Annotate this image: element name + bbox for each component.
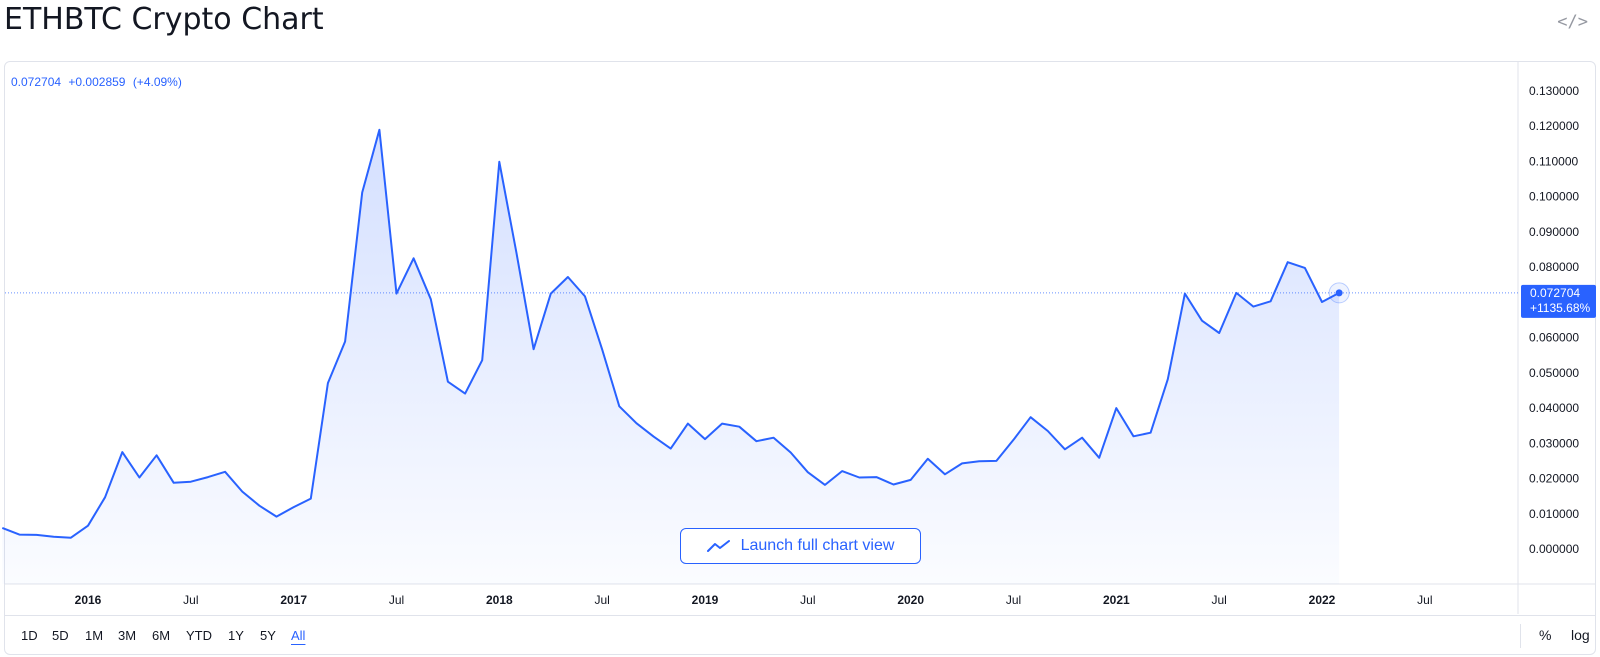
- y-axis: 0.000000 0.010000 0.020000 0.030000 0.040000…: [1529, 84, 1579, 556]
- y-tick-label: 0.000000: [1529, 542, 1579, 556]
- launch-full-chart-label: Launch full chart view: [740, 537, 895, 554]
- y-tick-label: 0.100000: [1529, 190, 1579, 204]
- range-1m[interactable]: 1M: [85, 628, 104, 643]
- x-tick-label: Jul: [183, 593, 198, 607]
- range-5d[interactable]: 5D: [52, 628, 69, 643]
- legend-value: 0.072704: [11, 75, 62, 89]
- x-tick-label: Jul: [800, 593, 815, 607]
- range-5y[interactable]: 5Y: [260, 628, 276, 643]
- legend-change: +0.002859: [68, 75, 126, 89]
- code-embed-icon[interactable]: </>: [1557, 12, 1588, 32]
- legend-change-pct: (+4.09%): [132, 75, 182, 89]
- range-1y[interactable]: 1Y: [228, 628, 244, 643]
- launch-full-chart-button[interactable]: Launch full chart view: [680, 528, 921, 564]
- last-point-marker[interactable]: [1335, 289, 1343, 297]
- page-title: ETHBTC Crypto Chart: [4, 2, 324, 37]
- percent-toggle[interactable]: %: [1539, 627, 1552, 643]
- x-tick-label: Jul: [1417, 593, 1432, 607]
- last-price-change: +1135.68%: [1530, 301, 1590, 315]
- y-tick-label: 0.060000: [1529, 331, 1579, 345]
- y-tick-label: 0.110000: [1529, 154, 1578, 168]
- y-tick-label: 0.130000: [1529, 84, 1579, 98]
- x-axis: 2016 Jul 2017 Jul 2018 Jul 2019 Jul 2020 Jul 2021 J…: [75, 593, 1433, 607]
- x-tick-label: Jul: [1006, 593, 1021, 607]
- series-area: [2, 129, 1340, 585]
- range-1d[interactable]: 1D: [21, 628, 38, 643]
- y-tick-label: 0.040000: [1529, 401, 1579, 415]
- x-tick-label: Jul: [594, 593, 609, 607]
- y-tick-label: 0.090000: [1529, 225, 1579, 239]
- toolbar-divider: [1520, 624, 1521, 648]
- last-price-value: 0.072704: [1530, 286, 1580, 300]
- y-tick-label: 0.030000: [1529, 436, 1579, 450]
- last-price-label-bg: [1521, 284, 1596, 318]
- range-toolbar: 1D 5D 1M 3M 6M YTD 1Y 5Y All % log: [5, 615, 1595, 656]
- chart-frame: [4, 61, 1596, 655]
- y-tick-label: 0.080000: [1529, 260, 1579, 274]
- y-tick-label: 0.050000: [1529, 366, 1579, 380]
- price-chart[interactable]: 0.000000 0.010000 0.020000 0.030000 0.040000…: [0, 0, 1600, 615]
- chart-line-icon: [706, 540, 730, 552]
- x-tick-label: 2020: [897, 593, 924, 607]
- x-tick-label: 2022: [1309, 593, 1336, 607]
- y-tick-label: 0.120000: [1529, 119, 1579, 133]
- y-tick-label: 0.010000: [1529, 507, 1579, 521]
- x-tick-label: 2016: [75, 593, 102, 607]
- y-tick-label: 0.020000: [1529, 472, 1579, 486]
- last-price-label: 0.072704 +1135.68%: [1521, 284, 1596, 318]
- x-tick-label: 2017: [280, 593, 307, 607]
- x-tick-label: Jul: [1211, 593, 1226, 607]
- range-3m[interactable]: 3M: [118, 628, 137, 643]
- x-tick-label: 2018: [486, 593, 513, 607]
- x-tick-label: 2019: [692, 593, 719, 607]
- range-ytd[interactable]: YTD: [186, 628, 212, 643]
- log-toggle[interactable]: log: [1571, 627, 1590, 643]
- x-tick-label: 2021: [1103, 593, 1130, 607]
- legend: 0.072704 +0.002859 (+4.09%): [11, 75, 186, 89]
- range-all[interactable]: All: [291, 628, 306, 643]
- range-6m[interactable]: 6M: [152, 628, 171, 643]
- x-tick-label: Jul: [389, 593, 404, 607]
- series-line: [1, 128, 1340, 539]
